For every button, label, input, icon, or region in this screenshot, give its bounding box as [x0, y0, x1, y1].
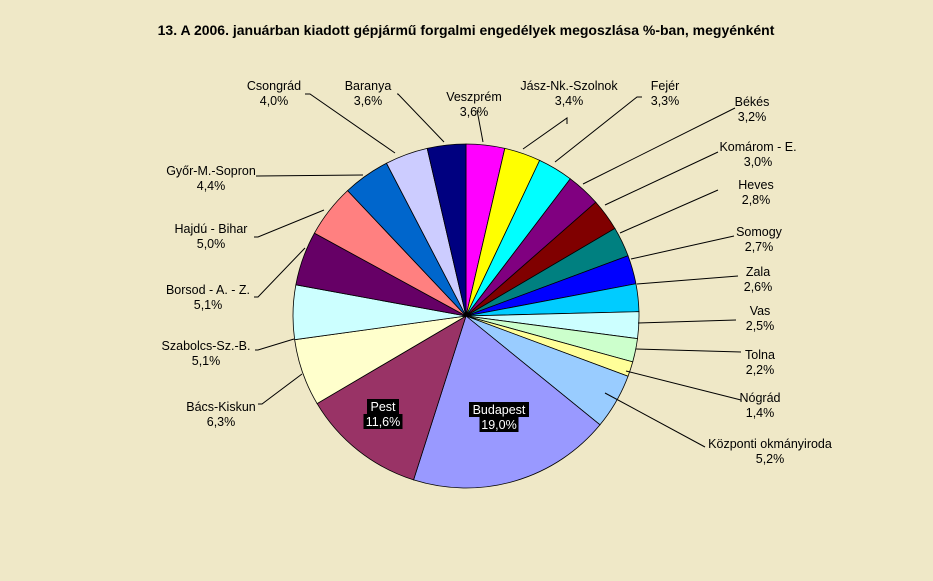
slice-labels: Veszprém3,6%Jász-Nk.-Szolnok3,4%Fejér3,3…: [162, 79, 832, 466]
leader-line-fejer: [554, 96, 642, 163]
slice-value-bekes: 3,2%: [738, 110, 767, 124]
slice-name-pest: Pest: [370, 400, 396, 414]
leader-line-nograd: [625, 370, 742, 401]
leader-line-tolna: [635, 348, 742, 353]
slice-value-veszprem: 3,6%: [460, 105, 489, 119]
leader-line-baranya: [397, 93, 445, 143]
slice-value-heves: 2,8%: [742, 193, 771, 207]
leader-line-kozponti-okmanyiroda: [604, 392, 706, 448]
slice-value-baranya: 3,6%: [354, 94, 383, 108]
slice-value-budapest: 19,0%: [481, 418, 516, 432]
value-box-pest: [363, 414, 403, 429]
slice-name-hajdu-bihar: Hajdú - Bihar: [175, 222, 248, 236]
leader-lines: [254, 93, 742, 448]
slice-name-tolna: Tolna: [745, 348, 775, 362]
slice-name-heves: Heves: [738, 178, 773, 192]
slice-name-borsod-a-z: Borsod - A. - Z.: [166, 283, 250, 297]
slice-name-nograd: Nógrád: [740, 391, 781, 405]
pie-slice-baranya: [426, 143, 467, 317]
label-box-pest: [367, 399, 399, 414]
pie-slice-budapest: [413, 315, 601, 489]
leader-line-szabolcs-sz-b: [255, 338, 295, 351]
slice-name-zala: Zala: [746, 265, 770, 279]
slice-name-bacs-kiskun: Bács-Kiskun: [186, 400, 256, 414]
slice-name-vas: Vas: [750, 304, 771, 318]
slice-value-bacs-kiskun: 6,3%: [207, 415, 236, 429]
pie-slices: [292, 143, 640, 489]
slice-name-fejer: Fejér: [651, 79, 679, 93]
slice-value-nograd: 1,4%: [746, 406, 775, 420]
slice-name-bekes: Békés: [735, 95, 770, 109]
slice-name-csongrad: Csongrád: [247, 79, 301, 93]
leader-line-csongrad: [305, 93, 396, 154]
leader-line-vas: [637, 319, 737, 324]
leader-line-komarom-e: [604, 151, 719, 206]
slice-value-vas: 2,5%: [746, 319, 775, 333]
slice-value-borsod-a-z: 5,1%: [194, 298, 223, 312]
slice-value-zala: 2,6%: [744, 280, 773, 294]
slice-name-kozponti-okmanyiroda: Központi okmányiroda: [708, 437, 832, 451]
slice-value-fejer: 3,3%: [651, 94, 680, 108]
slice-value-kozponti-okmanyiroda: 5,2%: [756, 452, 785, 466]
leader-line-veszprem: [476, 109, 484, 143]
leader-line-hajdu-bihar: [254, 209, 325, 238]
slice-value-szabolcs-sz-b: 5,1%: [192, 354, 221, 368]
slice-name-gyor-m-sopron: Győr-M.-Sopron: [166, 164, 256, 178]
slice-value-jasz-nk-szolnok: 3,4%: [555, 94, 584, 108]
label-box-budapest: [469, 402, 529, 417]
slice-name-budapest: Budapest: [473, 403, 526, 417]
slice-value-somogy: 2,7%: [745, 240, 774, 254]
slice-value-hajdu-bihar: 5,0%: [197, 237, 226, 251]
chart-title: 13. A 2006. januárban kiadott gépjármű f…: [158, 22, 775, 38]
slice-value-csongrad: 4,0%: [260, 94, 289, 108]
slice-value-gyor-m-sopron: 4,4%: [197, 179, 226, 193]
leader-line-gyor-m-sopron: [256, 174, 364, 177]
slice-name-szabolcs-sz-b: Szabolcs-Sz.-B.: [162, 339, 251, 353]
leader-line-bekes: [582, 107, 736, 185]
slice-name-baranya: Baranya: [345, 79, 392, 93]
slice-name-jasz-nk-szolnok: Jász-Nk.-Szolnok: [520, 79, 618, 93]
leader-line-zala: [636, 275, 739, 285]
leader-line-heves: [619, 189, 719, 234]
leader-line-borsod-a-z: [254, 247, 306, 298]
slice-name-veszprem: Veszprém: [446, 90, 502, 104]
pie-slice-pest: [316, 315, 467, 481]
leader-line-bacs-kiskun: [258, 373, 303, 405]
leader-line-jasz-nk-szolnok: [522, 117, 568, 150]
slice-name-komarom-e: Komárom - E.: [719, 140, 796, 154]
slice-value-tolna: 2,2%: [746, 363, 775, 377]
leader-line-somogy: [630, 235, 735, 260]
slice-value-komarom-e: 3,0%: [744, 155, 773, 169]
slice-name-somogy: Somogy: [736, 225, 783, 239]
slice-value-pest: 11,6%: [366, 415, 401, 429]
value-box-budapest: [479, 417, 519, 432]
